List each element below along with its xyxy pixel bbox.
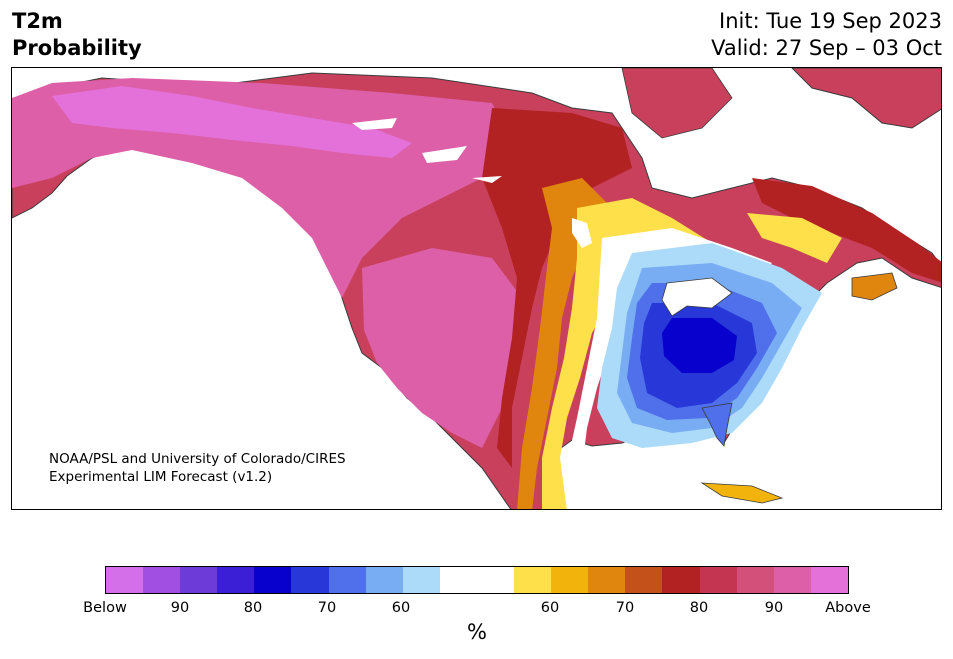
colorbar-tick-label: 70	[317, 600, 337, 616]
colorbar-swatch	[439, 567, 477, 593]
colorbar-tick-label: 80	[243, 600, 263, 616]
colorbar-swatch	[328, 567, 366, 593]
cuba-region	[700, 482, 784, 504]
colorbar	[105, 566, 849, 594]
colorbar-swatch	[476, 567, 515, 593]
colorbar-swatch	[551, 567, 589, 593]
colorbar-swatch	[143, 567, 181, 593]
colorbar-tick-label: 70	[615, 600, 635, 616]
colorbar-swatch	[514, 567, 552, 593]
colorbar-swatch	[810, 567, 848, 593]
credit-text: NOAA/PSL and University of Colorado/CIRE…	[49, 450, 346, 486]
colorbar-swatch	[180, 567, 218, 593]
lake-winnipeg	[572, 218, 592, 248]
florida-region	[701, 402, 733, 447]
western-us-warm-region	[362, 248, 522, 448]
quebec-yellow-region	[747, 213, 842, 263]
map-panel	[11, 67, 942, 510]
central-red-corridor	[482, 108, 632, 468]
great-lakes	[661, 277, 733, 317]
title-line-2: Probability	[12, 36, 142, 60]
maritimes-region	[851, 272, 898, 301]
colorbar-swatch	[736, 567, 774, 593]
far-north-warm-region	[12, 78, 512, 298]
colorbar-swatch	[588, 567, 626, 593]
colorbar-swatch	[291, 567, 329, 593]
title-line-1: T2m	[12, 9, 63, 33]
colorbar-unit-label: %	[467, 620, 487, 644]
alaska-above-region	[52, 86, 412, 158]
hudson-bay-lakes	[352, 118, 502, 183]
colorbar-swatch	[402, 567, 440, 593]
colorbar-tick-label: 60	[540, 600, 560, 616]
colorbar-swatch	[699, 567, 737, 593]
greenland-region	[791, 68, 941, 129]
quebec-warm-region	[752, 178, 941, 283]
colorbar-tick-label: 90	[764, 600, 784, 616]
colorbar-tick-label: 80	[689, 600, 709, 616]
colorbar-swatch	[365, 567, 403, 593]
colorbar-tick-label: Above	[825, 600, 871, 616]
init-date: Init: Tue 19 Sep 2023	[719, 9, 942, 33]
map-title: T2m Probability	[12, 8, 142, 62]
colorbar-swatch	[106, 567, 144, 593]
yellow-transition-band	[542, 198, 712, 509]
colorbar-tick-label: 90	[170, 600, 190, 616]
credit-line-1: NOAA/PSL and University of Colorado/CIRE…	[49, 451, 346, 467]
cold-region-90	[662, 318, 737, 373]
colorbar-swatch	[662, 567, 700, 593]
credit-line-2: Experimental LIM Forecast (v1.2)	[49, 469, 273, 485]
colorbar-swatch	[773, 567, 811, 593]
colorbar-tick-label: Below	[83, 600, 127, 616]
arctic-islands	[621, 68, 733, 139]
colorbar-swatch	[254, 567, 292, 593]
orange-transition-band	[517, 178, 612, 509]
valid-date: Valid: 27 Sep – 03 Oct	[711, 36, 942, 60]
probability-map	[12, 68, 941, 509]
colorbar-tick-label: 60	[391, 600, 411, 616]
colorbar-swatch	[217, 567, 255, 593]
colorbar-swatch	[625, 567, 663, 593]
forecast-dates: Init: Tue 19 Sep 2023 Valid: 27 Sep – 03…	[711, 8, 942, 62]
mexico-neutral-region	[572, 448, 652, 509]
